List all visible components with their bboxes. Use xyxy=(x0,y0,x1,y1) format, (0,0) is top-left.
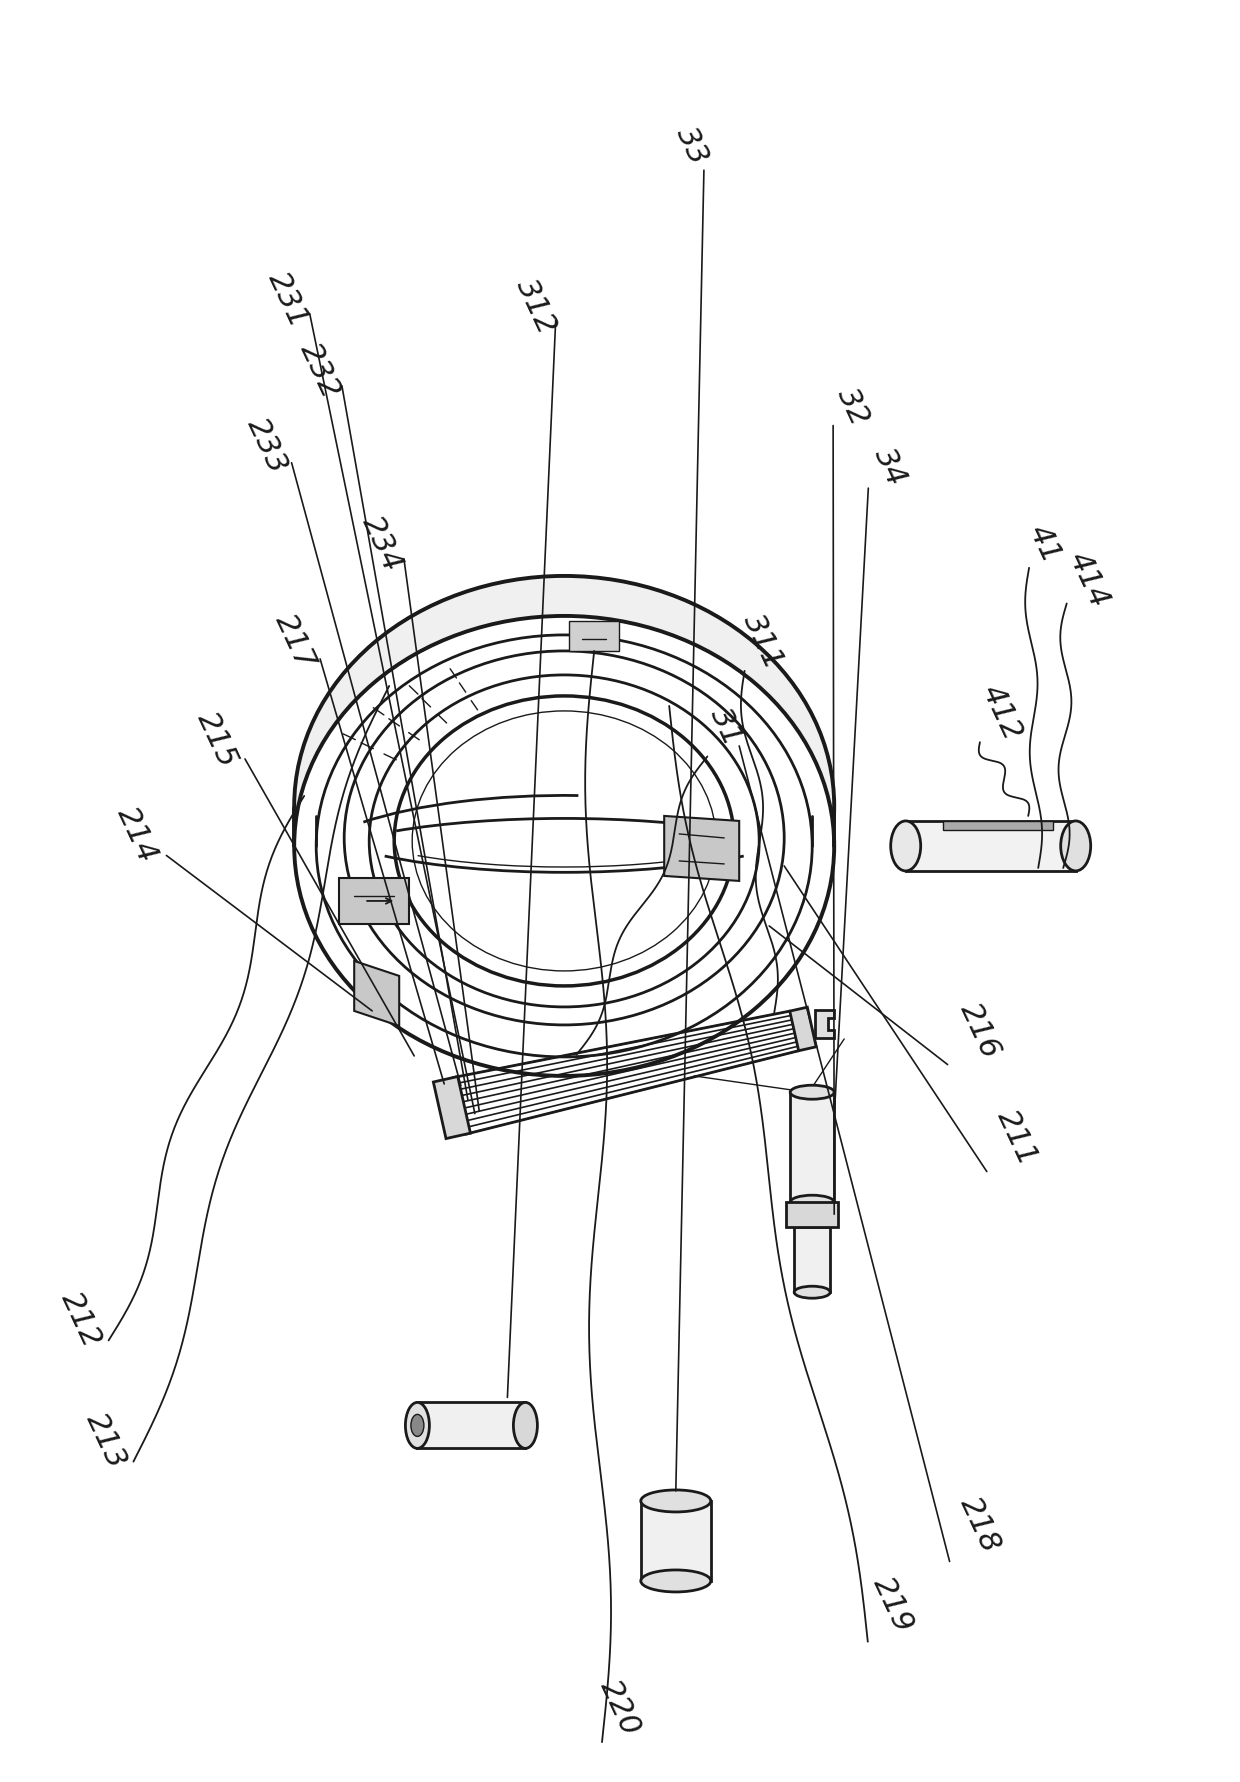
Text: 232: 232 xyxy=(294,339,346,403)
Text: 212: 212 xyxy=(55,1287,107,1351)
Text: 32: 32 xyxy=(832,383,874,429)
Text: 412: 412 xyxy=(976,681,1028,745)
Polygon shape xyxy=(355,960,399,1026)
Ellipse shape xyxy=(410,1415,424,1436)
Text: 33: 33 xyxy=(671,123,713,169)
Polygon shape xyxy=(944,822,1053,830)
Ellipse shape xyxy=(513,1402,537,1449)
Polygon shape xyxy=(786,1203,838,1228)
Text: 214: 214 xyxy=(110,802,162,866)
Text: 218: 218 xyxy=(954,1492,1006,1556)
Ellipse shape xyxy=(294,617,835,1076)
Text: 233: 233 xyxy=(241,413,293,478)
Text: 234: 234 xyxy=(356,511,408,576)
Text: 216: 216 xyxy=(954,998,1006,1062)
Text: 311: 311 xyxy=(737,609,789,674)
Text: 215: 215 xyxy=(191,707,243,772)
Ellipse shape xyxy=(641,1490,711,1513)
Ellipse shape xyxy=(890,822,921,871)
Ellipse shape xyxy=(345,652,784,1025)
FancyBboxPatch shape xyxy=(569,622,619,652)
Polygon shape xyxy=(433,1076,470,1139)
Ellipse shape xyxy=(370,675,759,1007)
Text: 31: 31 xyxy=(704,704,746,750)
Polygon shape xyxy=(790,1007,816,1051)
Polygon shape xyxy=(790,1092,835,1203)
Ellipse shape xyxy=(641,1570,711,1591)
Ellipse shape xyxy=(316,636,812,1057)
Text: 217: 217 xyxy=(269,609,321,674)
Text: 41: 41 xyxy=(1023,520,1065,567)
Ellipse shape xyxy=(412,711,717,971)
Ellipse shape xyxy=(294,577,835,1037)
Text: 34: 34 xyxy=(869,444,911,490)
Polygon shape xyxy=(905,822,1076,871)
Text: 312: 312 xyxy=(510,274,562,339)
Text: 213: 213 xyxy=(79,1408,131,1472)
Text: 231: 231 xyxy=(262,267,314,331)
Ellipse shape xyxy=(405,1402,429,1449)
Polygon shape xyxy=(794,1228,831,1292)
Polygon shape xyxy=(418,1402,526,1449)
Text: 211: 211 xyxy=(991,1105,1043,1169)
Ellipse shape xyxy=(1060,822,1091,871)
Polygon shape xyxy=(340,879,409,925)
Text: 220: 220 xyxy=(594,1675,646,1739)
Polygon shape xyxy=(816,1010,835,1039)
Ellipse shape xyxy=(394,697,734,987)
Ellipse shape xyxy=(790,1196,835,1210)
Text: 414: 414 xyxy=(1063,547,1115,611)
Polygon shape xyxy=(665,816,739,882)
Ellipse shape xyxy=(794,1287,831,1299)
Text: 219: 219 xyxy=(867,1572,919,1636)
Polygon shape xyxy=(641,1500,711,1581)
Ellipse shape xyxy=(790,1085,835,1099)
